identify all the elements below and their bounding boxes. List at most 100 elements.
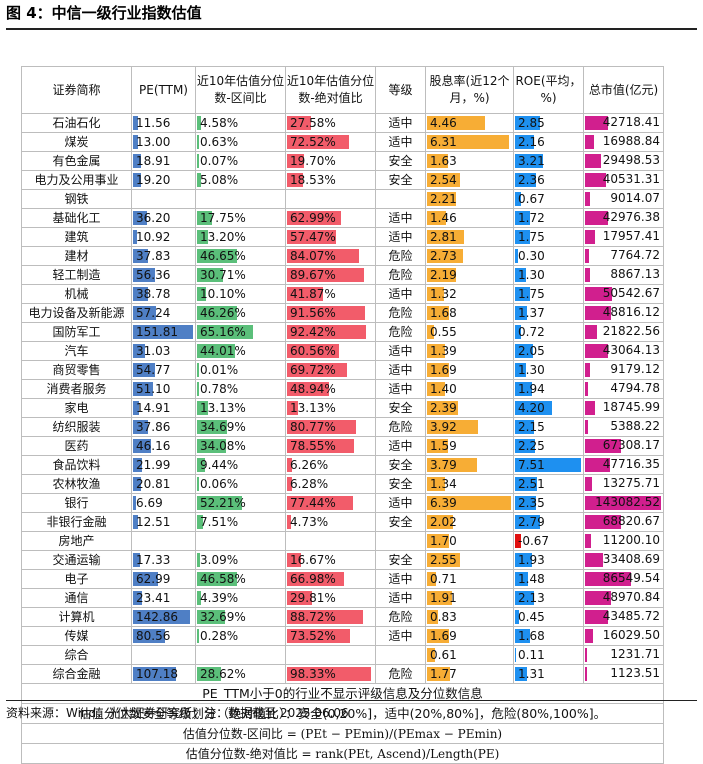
roe-cell: 1.75 [513, 284, 584, 304]
mv-value: 43064.13 [602, 343, 660, 357]
pe-bar [133, 249, 149, 263]
pe-bar [133, 325, 194, 339]
div-cell: 2.55 [425, 550, 514, 570]
note-row: 估值分位数-区间比 = (PEt − PEmin)/(PEmax − PEmin… [21, 723, 664, 744]
level-cell: 安全 [375, 170, 426, 190]
table-row: 纺织服装 37.86 34.69% 80.77% 危险 3.92 2.15 5388.22 [21, 417, 664, 437]
div-cell: 6.39 [425, 493, 514, 513]
roe-bar [515, 287, 531, 301]
header-range: 近10年估值分位数-区间比 [195, 66, 286, 114]
level-cell: 安全 [375, 550, 426, 570]
name-cell: 机械 [21, 284, 132, 304]
roe-value: 1.30 [518, 267, 545, 282]
pe-bar [133, 515, 138, 529]
mv-bar [585, 401, 595, 415]
level-cell: 适中 [375, 227, 426, 247]
roe-cell: 2.16 [513, 132, 584, 152]
roe-value: 0.72 [518, 324, 545, 339]
abs-cell [285, 189, 376, 209]
roe-bar [515, 477, 538, 491]
range-value: 44.01% [200, 343, 246, 358]
div-bar [427, 591, 452, 605]
range-bar [197, 382, 199, 396]
roe-bar [515, 439, 535, 453]
abs-value: 18.53% [290, 172, 336, 187]
mv-value: 48970.84 [602, 590, 660, 604]
pe-bar [133, 135, 139, 149]
level-cell: 危险 [375, 664, 426, 684]
pe-value: 80.56 [136, 628, 171, 643]
div-cell: 1.40 [425, 379, 514, 399]
div-bar [427, 572, 437, 586]
div-cell: 1.91 [425, 588, 514, 608]
pe-cell: 19.20 [131, 170, 196, 190]
roe-cell: 0.30 [513, 246, 584, 266]
div-cell: 6.31 [425, 132, 514, 152]
abs-cell: 57.47% [285, 227, 376, 247]
mv-value: 5388.22 [610, 419, 660, 433]
pe-value: 37.83 [136, 248, 171, 263]
roe-value: 1.30 [518, 362, 545, 377]
mv-value: 50542.67 [602, 286, 660, 300]
range-value: 34.08% [200, 438, 246, 453]
mv-bar [585, 667, 587, 681]
div-cell: 1.69 [425, 626, 514, 646]
mv-bar [585, 211, 608, 225]
div-cell: 3.79 [425, 455, 514, 475]
name-cell: 计算机 [21, 607, 132, 627]
roe-cell: 3.21 [513, 151, 584, 171]
roe-bar [515, 401, 553, 415]
level-cell: 适中 [375, 360, 426, 380]
div-value: 6.31 [430, 134, 457, 149]
range-value: 46.58% [200, 571, 246, 586]
pe-bar [133, 211, 148, 225]
roe-bar [515, 629, 530, 643]
roe-value: 1.68 [518, 628, 545, 643]
pe-value: 14.91 [136, 400, 171, 415]
roe-value: 3.21 [518, 153, 545, 168]
range-cell: 17.75% [195, 208, 286, 228]
range-cell: 28.62% [195, 664, 286, 684]
mv-cell: 48816.12 [583, 303, 664, 323]
table-row: 非银行金融 12.51 7.51% 4.73% 安全 2.02 2.79 68820.67 [21, 512, 664, 532]
div-bar [427, 154, 449, 168]
roe-bar [515, 306, 528, 320]
roe-value: 2.35 [518, 495, 545, 510]
pe-value: 21.99 [136, 457, 171, 472]
div-value: 2.73 [430, 248, 457, 263]
div-cell: 1.34 [425, 474, 514, 494]
pe-bar [133, 116, 138, 130]
roe-bar [515, 648, 517, 662]
range-bar [197, 363, 199, 377]
pe-cell: 80.56 [131, 626, 196, 646]
div-bar [427, 249, 463, 263]
abs-cell: 72.52% [285, 132, 376, 152]
table-row: 农林牧渔 20.81 0.06% 6.28% 安全 1.34 2.51 13275.71 [21, 474, 664, 494]
mv-cell: 1123.51 [583, 664, 664, 684]
div-value: 1.32 [430, 286, 457, 301]
pe-cell: 23.41 [131, 588, 196, 608]
div-bar [427, 325, 435, 339]
range-cell [195, 645, 286, 665]
div-cell: 1.69 [425, 360, 514, 380]
table-row: 商贸零售 54.77 0.01% 69.72% 适中 1.69 1.30 9179.12 [21, 360, 664, 380]
mv-bar [585, 458, 611, 472]
roe-cell: 2.36 [513, 170, 584, 190]
roe-bar [515, 173, 536, 187]
name-cell: 电力设备及新能源 [21, 303, 132, 323]
range-cell: 10.10% [195, 284, 286, 304]
abs-value: 4.73% [290, 514, 329, 529]
div-bar [427, 553, 461, 567]
roe-bar [515, 325, 522, 339]
roe-value: 1.31 [518, 666, 545, 681]
abs-value: 98.33% [290, 666, 336, 681]
div-value: 0.55 [430, 324, 457, 339]
pe-cell [131, 189, 196, 209]
pe-value: 142.86 [136, 609, 178, 624]
div-cell: 2.73 [425, 246, 514, 266]
abs-value: 19.70% [290, 153, 336, 168]
range-cell: 13.20% [195, 227, 286, 247]
div-bar [427, 496, 511, 510]
mv-bar [585, 306, 611, 320]
mv-cell: 40531.31 [583, 170, 664, 190]
